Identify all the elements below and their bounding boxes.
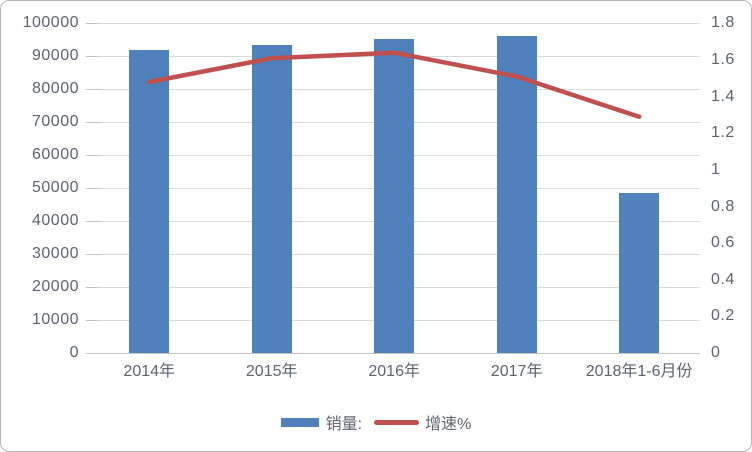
growth-legend-label: 增速% <box>425 416 472 433</box>
sales-legend-label: 销量: <box>325 416 363 433</box>
y-axis-label-left: 100000 <box>22 14 79 32</box>
y-axis-tick <box>86 286 99 288</box>
y-axis-label-left: 60000 <box>32 146 79 164</box>
y-axis-label-right: 0.6 <box>711 234 735 252</box>
y-axis-label-right: 0 <box>711 344 721 361</box>
y-axis-label-left: 10000 <box>32 311 79 329</box>
y-axis-label-left: 20000 <box>32 278 79 296</box>
y-axis-tick <box>86 187 99 189</box>
y-axis-label-left: 0 <box>69 344 79 361</box>
y-axis-label-left: 40000 <box>32 212 79 230</box>
y-axis-label-right: 1 <box>711 160 721 178</box>
y-axis-label-right: 0.2 <box>711 307 735 325</box>
y-axis-label-right: 1.2 <box>711 124 735 142</box>
y-axis-label-left: 50000 <box>32 179 79 197</box>
y-axis-tick <box>86 319 99 321</box>
y-axis-tick <box>86 22 99 24</box>
x-axis-label: 2017年 <box>490 363 543 380</box>
y-axis-tick <box>86 253 99 255</box>
y-axis-tick <box>86 220 99 222</box>
y-axis-label-left: 80000 <box>32 80 79 98</box>
legend: 销量: 增速% <box>1 411 751 433</box>
y-axis-tick <box>86 154 99 156</box>
growth-legend-swatch <box>374 419 420 425</box>
x-axis-label: 2018年1-6月份 <box>585 363 693 380</box>
y-axis-tick <box>86 121 99 123</box>
y-gridline <box>99 22 700 24</box>
sales-bar <box>619 193 660 353</box>
y-axis-label-right: 0.4 <box>711 270 735 288</box>
x-axis-line <box>99 352 700 354</box>
y-axis-label-right: 0.8 <box>711 197 735 215</box>
sales-legend-swatch <box>280 417 319 427</box>
y-axis-label-left: 90000 <box>32 47 79 65</box>
x-axis-label: 2016年 <box>368 363 420 380</box>
y-axis-tick <box>86 352 99 354</box>
y-axis-label-right: 1.8 <box>711 14 735 32</box>
y-axis-tick <box>86 55 99 57</box>
y-axis-label-right: 1.4 <box>711 87 735 105</box>
y-axis-label-left: 70000 <box>32 113 79 131</box>
y-axis-tick <box>86 88 99 90</box>
y-axis-label-left: 30000 <box>32 245 79 263</box>
x-axis-label: 2015年 <box>245 363 298 380</box>
y-axis-label-right: 1.6 <box>711 51 735 69</box>
x-axis-label: 2014年 <box>123 363 176 380</box>
